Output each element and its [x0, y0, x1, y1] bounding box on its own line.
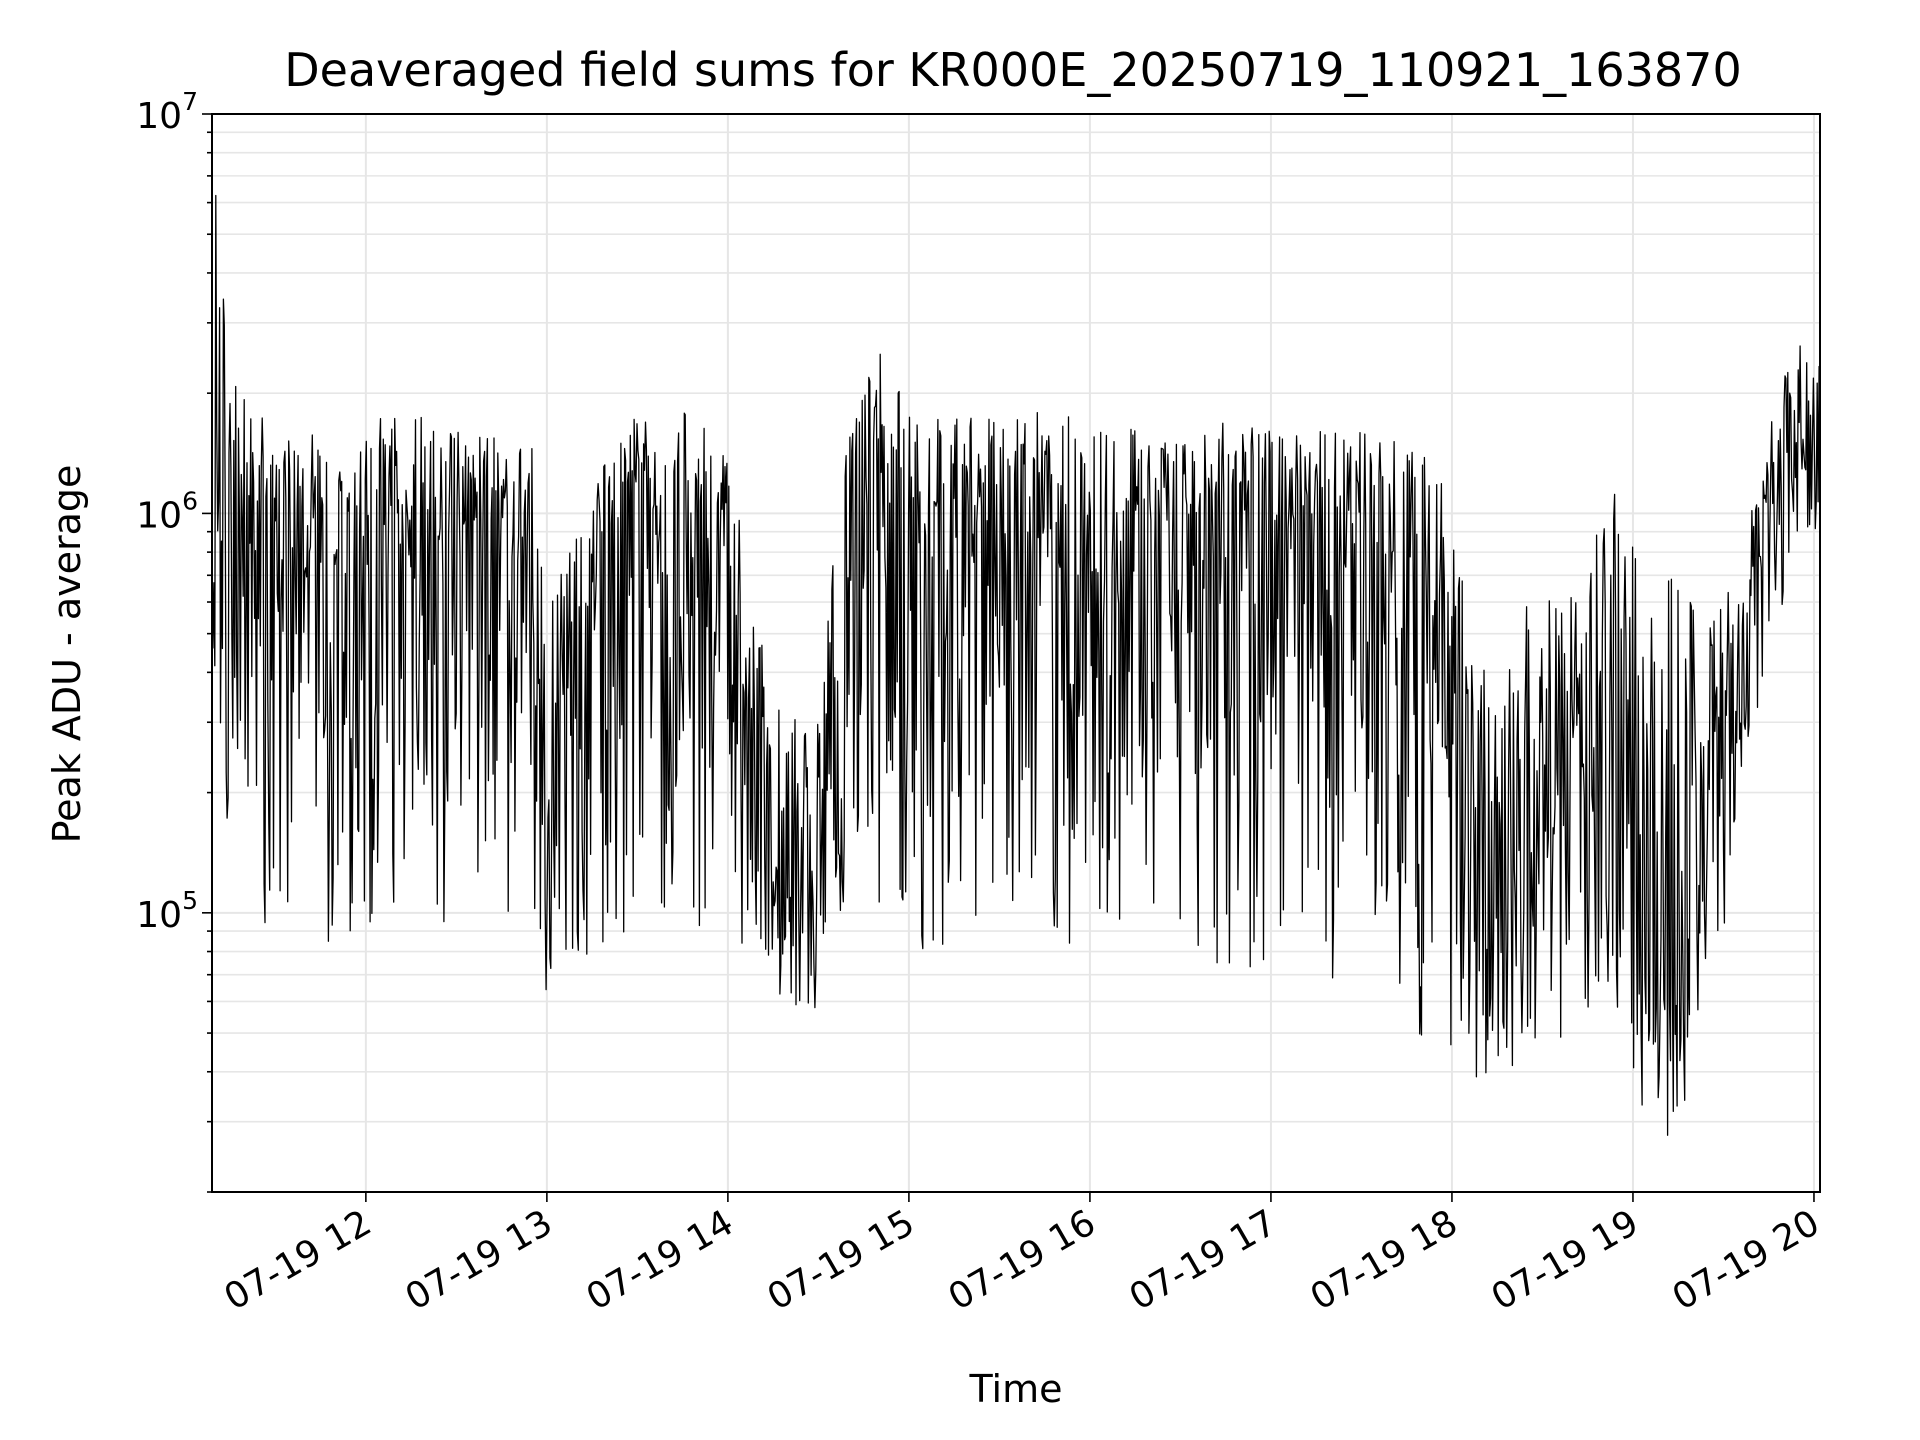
tick-marks — [202, 113, 1815, 1202]
series-path — [211, 194, 1821, 1136]
chart-title: Deaveraged field sums for KR000E_2025071… — [284, 43, 1741, 97]
x-axis-label: Time — [969, 1367, 1063, 1411]
x-tick-label: 07-19 17 — [1123, 1202, 1284, 1318]
x-tick-label: 07-19 14 — [580, 1202, 741, 1318]
x-tick-label: 07-19 13 — [399, 1202, 560, 1318]
y-tick-label: 105 — [136, 886, 198, 936]
y-tick-label: 106 — [136, 486, 198, 536]
x-tick-label: 07-19 19 — [1485, 1202, 1646, 1318]
x-tick-label: 07-19 15 — [761, 1202, 922, 1318]
series-line — [211, 194, 1821, 1136]
plot-frame — [211, 113, 1821, 1193]
y-tick-labels: 105 106 107 — [136, 87, 198, 936]
x-tick-labels: 07-19 12 07-19 13 07-19 14 07-19 15 07-19 16… — [218, 1202, 1827, 1318]
y-axis-label: Peak ADU - average — [45, 465, 89, 844]
x-tick-label: 07-19 12 — [218, 1202, 379, 1318]
x-tick-label: 07-19 20 — [1666, 1202, 1827, 1318]
x-tick-label: 07-19 16 — [942, 1202, 1103, 1318]
grid-lines — [212, 113, 1820, 1193]
y-tick-label: 107 — [136, 87, 198, 137]
x-tick-label: 07-19 18 — [1304, 1202, 1465, 1318]
